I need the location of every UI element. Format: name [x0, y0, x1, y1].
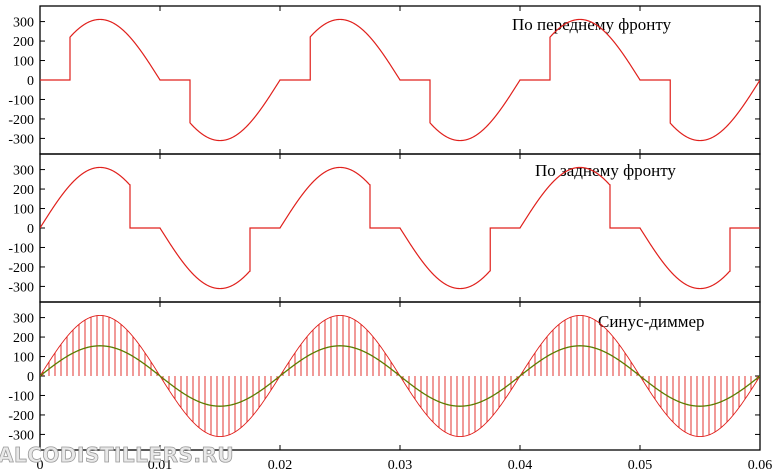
watermark-text: ALCODISTILLERS.RU: [0, 443, 234, 467]
series-group: [40, 166, 760, 290]
y-tick-label: 100: [13, 351, 34, 366]
y-tick-label: 300: [13, 164, 34, 179]
y-tick-label: 200: [13, 183, 34, 198]
panel-2: -300 -200 -100 0 100 200 300 По заднему фронту: [8, 153, 761, 303]
x-tick-label: 0.03: [388, 458, 413, 473]
voltage-series: [40, 166, 760, 290]
x-tick-label: 0.05: [628, 458, 653, 473]
x-tick-label: 0.06: [748, 458, 773, 473]
panel-title: По переднему фронту: [512, 15, 672, 34]
average-series: [40, 345, 760, 407]
series-group: [40, 18, 760, 142]
y-tick-label: 100: [13, 203, 34, 218]
y-tick-label: -300: [8, 428, 34, 443]
y-tick-label: 200: [13, 331, 34, 346]
x-tick-label: 0.02: [268, 458, 293, 473]
y-tick-label: 300: [13, 16, 34, 31]
series-group: [40, 314, 760, 438]
y-tick-label: -300: [8, 132, 34, 147]
y-tick-label: -100: [8, 389, 34, 404]
y-tick-label: -200: [8, 261, 34, 276]
panel-1: -300 -200 -100 0 100 200 300 По переднему фронт…: [8, 5, 761, 155]
y-tick-label: 0: [27, 370, 34, 385]
y-tick-label: 0: [27, 222, 34, 237]
voltage-series: [40, 18, 760, 142]
y-tick-label: -100: [8, 93, 34, 108]
panel-title: Синус-диммер: [598, 312, 705, 331]
y-tick-label: -100: [8, 241, 34, 256]
y-tick-label: 200: [13, 35, 34, 50]
y-tick-label: 100: [13, 55, 34, 70]
x-tick-label: 0.01: [148, 458, 173, 473]
y-tick-label: 300: [13, 312, 34, 327]
y-tick-label: -200: [8, 113, 34, 128]
y-tick-label: 0: [27, 74, 34, 89]
y-tick-label: -200: [8, 409, 34, 424]
panel-title: По заднему фронту: [535, 161, 676, 180]
panel-3: -300 -200 -100 0 100 200 300 0 0.01 0.02 0.03 0.04 0…: [8, 301, 773, 473]
y-tick-label: -300: [8, 280, 34, 295]
x-tick-label: 0.04: [508, 458, 533, 473]
x-tick-label: 0: [37, 458, 44, 473]
